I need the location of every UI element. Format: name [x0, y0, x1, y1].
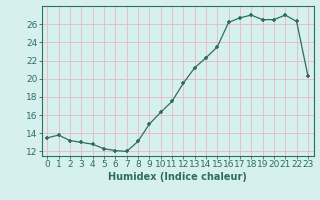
X-axis label: Humidex (Indice chaleur): Humidex (Indice chaleur): [108, 172, 247, 182]
